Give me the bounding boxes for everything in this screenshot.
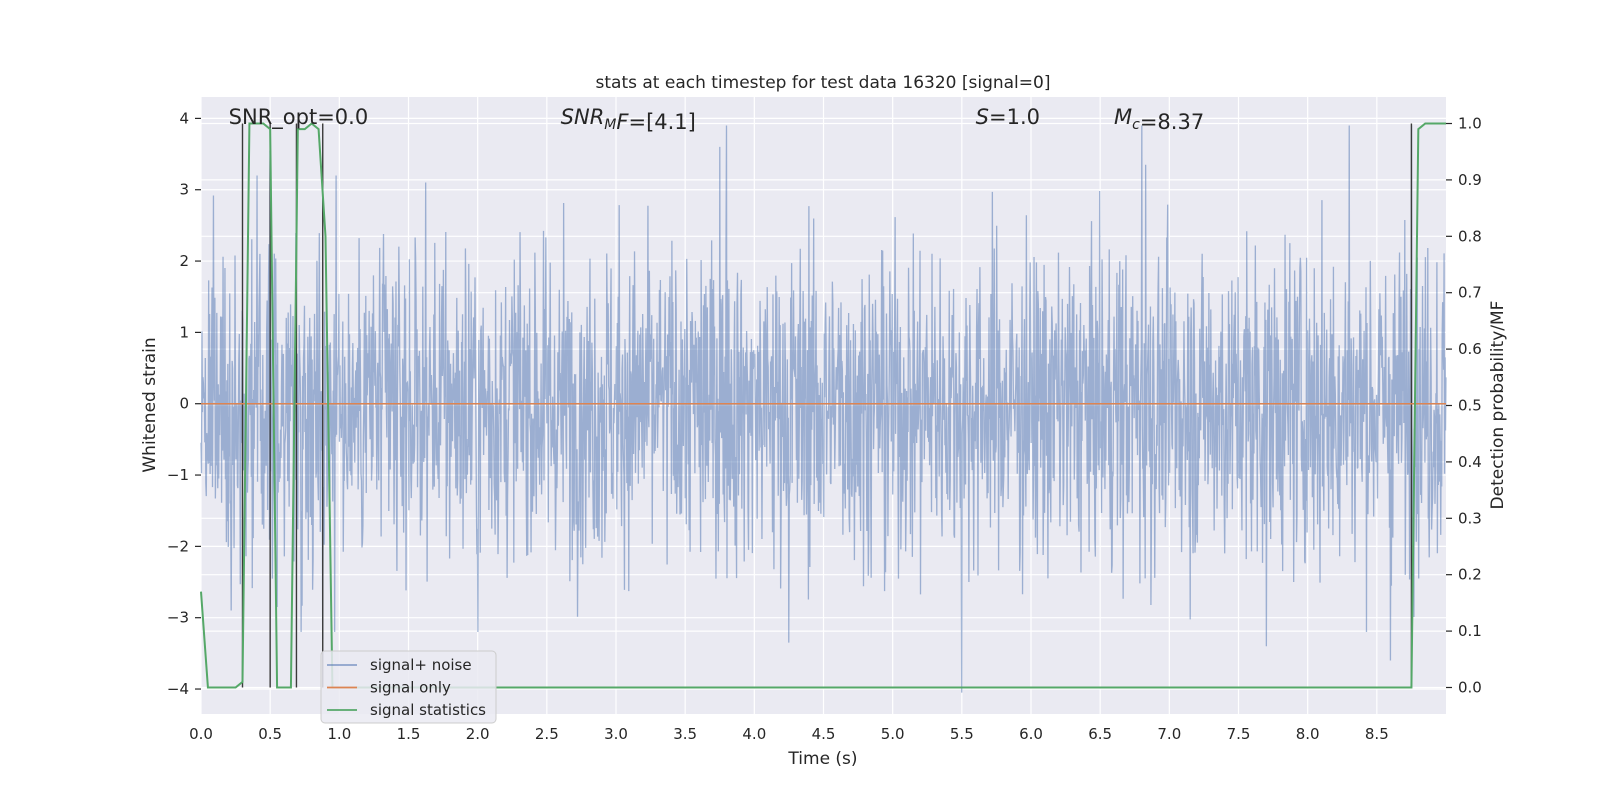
legend: signal+ noise signal only signal statistic… xyxy=(320,650,497,724)
annotation: SNRMF=[4.1] xyxy=(561,105,696,134)
y2-tick-label: 0.8 xyxy=(1458,227,1482,245)
x-tick-label: 2.0 xyxy=(466,725,490,743)
chart-title: stats at each timestep for test data 163… xyxy=(596,73,1051,93)
y2-tick-label: 0.2 xyxy=(1458,566,1482,584)
signal-noise-line xyxy=(200,125,1447,693)
legend-entry: signal+ noise xyxy=(370,656,472,674)
y-axis-ticks: 4 3 2 1 0 −1 −2 −3 −4 xyxy=(167,109,201,698)
x-tick-label: 1.5 xyxy=(397,725,421,743)
y2-tick-label: 0.7 xyxy=(1458,284,1482,302)
y-tick-label: 4 xyxy=(179,109,189,127)
y-tick-label: 3 xyxy=(179,181,189,199)
annotation: Mc=8.37 xyxy=(1114,105,1204,134)
y-tick-label: −4 xyxy=(167,680,189,698)
x-tick-label: 8.5 xyxy=(1365,725,1389,743)
x-tick-label: 3.0 xyxy=(604,725,628,743)
y-axis-label: Whitened strain xyxy=(140,337,160,472)
y2-tick-label: 0.5 xyxy=(1458,397,1482,415)
y2-axis-ticks: 1.0 0.9 0.8 0.7 0.6 0.5 0.4 0.3 0.2 0.1 0.0 xyxy=(1446,115,1482,696)
legend-entry: signal statistics xyxy=(370,701,486,719)
y2-tick-label: 0.9 xyxy=(1458,171,1482,189)
y2-tick-label: 1.0 xyxy=(1458,115,1482,133)
marker-lines xyxy=(241,123,1413,688)
x-axis-label: Time (s) xyxy=(787,749,857,769)
y2-tick-label: 0.0 xyxy=(1458,678,1482,696)
annotation: SNR_opt=0.0 xyxy=(229,105,369,130)
y2-tick-label: 0.6 xyxy=(1458,340,1482,358)
y-tick-label: 0 xyxy=(179,395,189,413)
y2-tick-label: 0.1 xyxy=(1458,622,1482,640)
annotations: SNR_opt=0.0 SNRMF=[4.1] S=1.0 Mc=8.37 xyxy=(229,105,1205,134)
x-tick-label: 4.0 xyxy=(742,725,766,743)
x-tick-label: 4.5 xyxy=(812,725,836,743)
x-tick-label: 6.5 xyxy=(1088,725,1112,743)
y-tick-label: −1 xyxy=(167,466,189,484)
x-tick-label: 7.0 xyxy=(1157,725,1181,743)
annotation: S=1.0 xyxy=(976,105,1040,129)
x-tick-label: 0.5 xyxy=(258,725,282,743)
x-tick-label: 6.0 xyxy=(1019,725,1043,743)
x-tick-label: 1.0 xyxy=(327,725,351,743)
x-tick-label: 0.0 xyxy=(189,725,213,743)
signal-statistics-series xyxy=(200,122,1446,689)
y-tick-label: −2 xyxy=(167,537,189,555)
x-tick-label: 8.0 xyxy=(1296,725,1320,743)
y2-tick-label: 0.3 xyxy=(1458,509,1482,527)
legend-entry: signal only xyxy=(370,679,451,697)
x-tick-label: 7.5 xyxy=(1227,725,1251,743)
signal-statistics-line xyxy=(200,122,1446,689)
y-tick-label: −3 xyxy=(167,609,189,627)
y2-axis-label: Detection probability/MF xyxy=(1488,301,1508,510)
legend-box xyxy=(320,650,497,724)
y-tick-label: 1 xyxy=(179,323,189,341)
x-tick-label: 5.0 xyxy=(881,725,905,743)
y-tick-label: 2 xyxy=(179,252,189,270)
x-axis-ticks: 0.0 0.5 1.0 1.5 2.0 2.5 3.0 3.5 4.0 4.5 5.0 5.5 6.0 6… xyxy=(189,725,1389,743)
signal-noise-series xyxy=(200,125,1447,693)
x-tick-label: 2.5 xyxy=(535,725,559,743)
x-tick-label: 3.5 xyxy=(673,725,697,743)
y2-tick-label: 0.4 xyxy=(1458,453,1482,471)
x-tick-label: 5.5 xyxy=(950,725,974,743)
